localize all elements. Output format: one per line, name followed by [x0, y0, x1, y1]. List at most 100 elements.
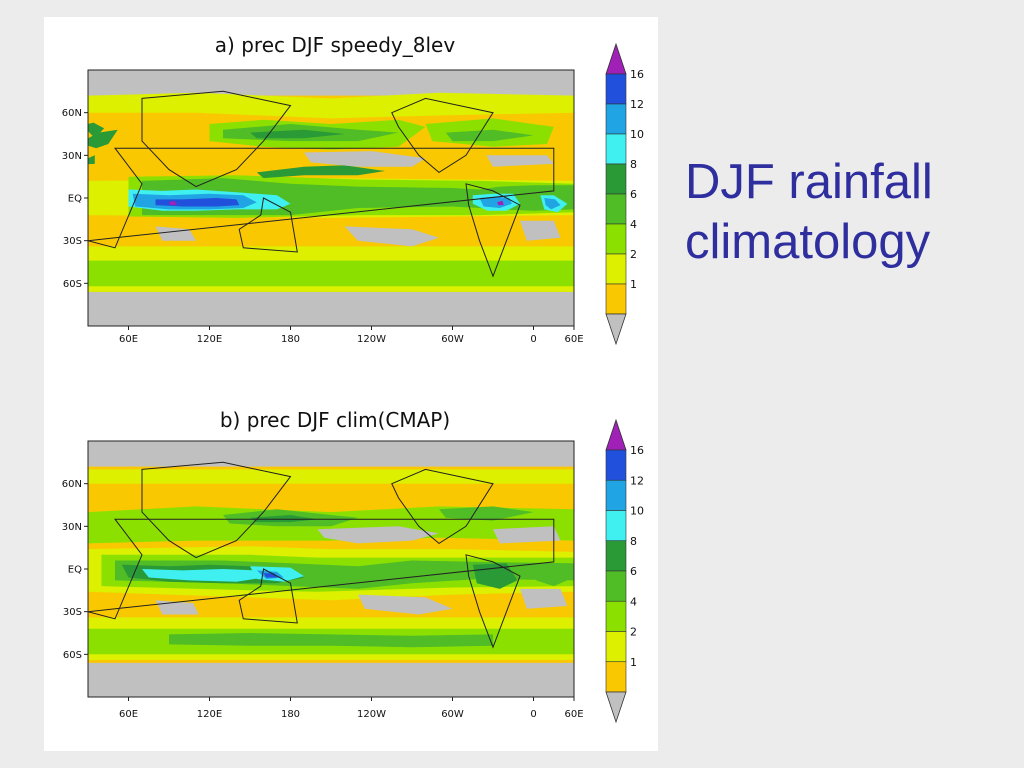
colorbar-label: 6 [630, 188, 637, 201]
y-tick-label: 30S [63, 607, 82, 618]
precip-field [88, 70, 574, 326]
x-tick-label: 180 [281, 709, 300, 720]
colorbar-box-7 [605, 283, 627, 315]
coastline-4 [88, 518, 555, 620]
precip-contour-26 [486, 155, 554, 167]
precip-contour-22 [520, 588, 568, 609]
colorbar-label: 1 [630, 278, 637, 291]
x-tick-label: 60E [564, 709, 583, 720]
coastline-2 [391, 468, 494, 545]
precip-contour-17 [169, 633, 493, 648]
coastline-2 [391, 97, 494, 174]
precip-contour-27 [344, 226, 439, 247]
colorbar-box-3 [605, 540, 627, 572]
coastline-0 [238, 568, 298, 624]
colorbar: 16 12 10 8 6 4 2 1 [605, 418, 644, 724]
precip-contour-24 [445, 129, 534, 142]
precip-contour-9 [169, 200, 178, 206]
polar-dry-south [88, 291, 574, 326]
precip-contour-18 [88, 469, 574, 484]
x-tick-label: 120W [357, 709, 386, 720]
x-tick-label: 60E [119, 334, 138, 345]
precip-contour-28 [520, 220, 561, 241]
colorbar-label: 1 [630, 656, 637, 669]
chart-title: a) prec DJF speedy_8lev [215, 33, 456, 57]
precip-contour-12 [497, 200, 504, 206]
x-tick-label: 0 [530, 334, 536, 345]
colorbar-box-0 [605, 73, 627, 105]
precip-contour-1 [88, 122, 105, 139]
colorbar-box-6 [605, 631, 627, 663]
colorbar: 16 12 10 8 6 4 2 1 [605, 42, 644, 346]
precip-contour-19 [88, 92, 574, 119]
polar-dry-north [88, 441, 574, 467]
precip-contour-22 [250, 129, 345, 139]
colorbar-box-4 [605, 193, 627, 225]
x-tick-label: 120E [197, 709, 222, 720]
colorbar-box-2 [605, 133, 627, 165]
slide-title-line-2: climatology [685, 215, 931, 269]
colorbar-box-0 [605, 449, 627, 481]
precip-contour-21 [358, 594, 453, 615]
y-tick-label: 60N [62, 479, 82, 490]
y-tick-label: 60S [63, 279, 82, 290]
precip-contour-14 [544, 198, 561, 210]
precip-contour-19 [317, 526, 439, 544]
coastline-3 [465, 554, 521, 649]
y-tick-label: 30N [62, 522, 82, 533]
colorbar-label: 16 [630, 444, 644, 457]
precip-contour-18 [88, 260, 574, 287]
slide-title-line-1: DJF rainfall [685, 155, 933, 209]
x-tick-label: 60E [119, 709, 138, 720]
precip-field [88, 441, 574, 697]
colorbar-label: 8 [630, 158, 637, 171]
y-tick-label: 30S [63, 236, 82, 247]
x-tick-label: 120E [197, 334, 222, 345]
colorbar-box-7 [605, 661, 627, 693]
colorbar-label: 10 [630, 505, 644, 518]
y-tick-label: EQ [68, 565, 82, 576]
y-tick-label: EQ [68, 194, 82, 205]
x-tick-label: 60W [441, 709, 464, 720]
colorbar-box-5 [605, 600, 627, 632]
colorbar-label: 8 [630, 535, 637, 548]
x-tick-label: 60E [564, 334, 583, 345]
colorbar-top-arrow [605, 418, 627, 451]
y-tick-label: 30N [62, 151, 82, 162]
coastline-0 [238, 197, 298, 253]
precip-contour-14 [439, 506, 534, 521]
colorbar-top-arrow [605, 42, 627, 75]
x-tick-label: 0 [530, 709, 536, 720]
precip-contour-23 [155, 600, 199, 615]
x-tick-label: 120W [357, 334, 386, 345]
colorbar-label: 2 [630, 626, 637, 639]
colorbar-label: 12 [630, 474, 644, 487]
colorbar-box-4 [605, 570, 627, 602]
precip-contour-25 [304, 151, 426, 167]
colorbar-box-5 [605, 223, 627, 255]
precip-contour-10 [533, 566, 574, 587]
colorbar-box-3 [605, 163, 627, 195]
colorbar-label: 6 [630, 565, 637, 578]
polar-dry-south [88, 662, 574, 697]
colorbar-label: 4 [630, 595, 637, 608]
precip-contour-4 [142, 569, 264, 582]
slide-title: DJF rainfall climatology [685, 152, 1015, 272]
coastline-4 [88, 147, 555, 249]
chart-title: b) prec DJF clim(CMAP) [220, 408, 450, 432]
precip-contour-11 [479, 196, 512, 208]
chart-a: a) prec DJF speedy_8lev 60E 120E 1 8 0 120W 60W… [62, 33, 644, 346]
colorbar-box-2 [605, 510, 627, 542]
precip-contour-2 [88, 155, 95, 165]
y-tick-label: 60S [63, 650, 82, 661]
colorbar-label: 12 [630, 98, 644, 111]
colorbar-bottom-arrow [605, 313, 627, 346]
precip-contour-0 [88, 129, 118, 149]
y-tick-label: 60N [62, 108, 82, 119]
coastline-3 [465, 183, 521, 278]
precip-contour-20 [493, 526, 561, 544]
colorbar-label: 2 [630, 248, 637, 261]
coastline-1 [141, 461, 292, 559]
colorbar-box-1 [605, 479, 627, 511]
x-tick-label: 60W [441, 334, 464, 345]
